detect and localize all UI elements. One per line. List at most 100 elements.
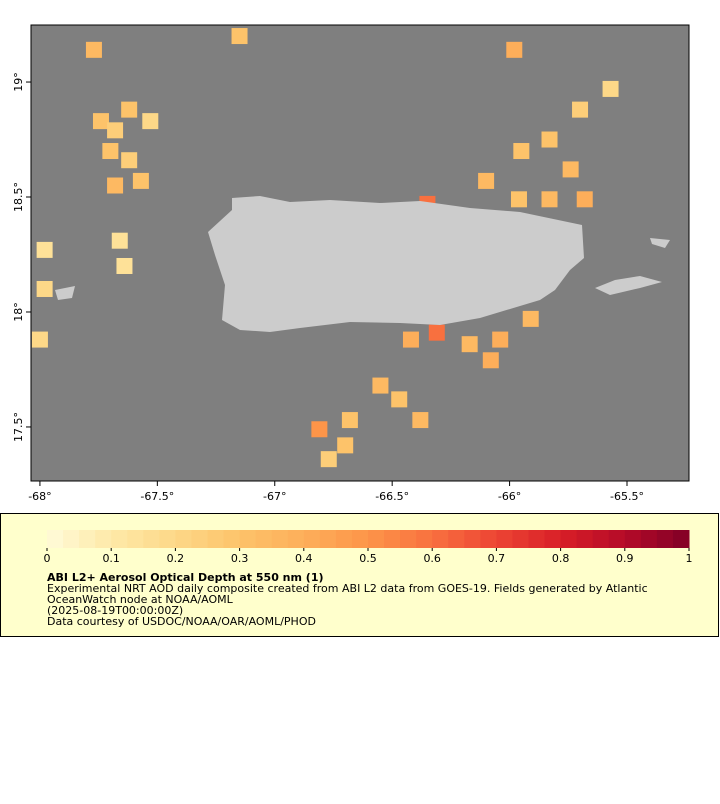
- colorbar-step: [592, 530, 610, 548]
- colorbar-step: [432, 530, 449, 548]
- x-tick-label: -67°: [263, 490, 286, 503]
- aod-cell: [231, 28, 248, 45]
- colorbar-step: [640, 530, 658, 548]
- aod-cell: [461, 336, 478, 353]
- land: [55, 196, 670, 332]
- colorbar-step: [480, 530, 497, 548]
- caption-line: OceanWatch node at NOAA/AOML: [47, 593, 234, 606]
- aod-cell: [510, 191, 527, 208]
- aod-cell: [402, 331, 419, 348]
- colorbar-step: [239, 530, 257, 548]
- aod-cell: [107, 177, 124, 194]
- colorbar-tick-label: 0.4: [295, 552, 313, 565]
- aod-cell: [572, 101, 589, 118]
- colorbar-step: [63, 530, 80, 548]
- colorbar-tick-label: 0.9: [616, 552, 634, 565]
- x-tick-label: -66°: [498, 490, 521, 503]
- colorbar-step: [47, 530, 64, 548]
- colorbar-step: [576, 530, 594, 548]
- aod-cell: [428, 324, 445, 341]
- puerto-rico: [208, 196, 584, 332]
- aod-cell: [541, 131, 558, 148]
- aod-cell: [602, 80, 619, 97]
- map-frame: [30, 24, 690, 482]
- colorbar-step: [271, 530, 289, 548]
- colorbar-step: [496, 530, 513, 548]
- colorbar-tick-label: 0.7: [488, 552, 506, 565]
- colorbar-tick-label: 0.6: [423, 552, 441, 565]
- colorbar-step: [448, 530, 465, 548]
- x-tick-label: -68°: [28, 490, 51, 503]
- colorbar-step: [528, 530, 546, 548]
- aod-cell: [541, 191, 558, 208]
- colorbar-step: [624, 530, 642, 548]
- caption-line: (2025-08-19T00:00:00Z): [47, 604, 183, 617]
- colorbar-tick-label: 0.8: [552, 552, 570, 565]
- aod-cell: [412, 412, 429, 429]
- aod-cell: [311, 421, 328, 438]
- colorbar-step: [223, 530, 241, 548]
- aod-cell: [121, 101, 138, 118]
- aod-cell: [506, 41, 523, 58]
- colorbar-step: [175, 530, 192, 548]
- colorbar-step: [95, 530, 112, 548]
- x-tick-label: -65.5°: [610, 490, 644, 503]
- y-tick-label: 18.5°: [12, 182, 25, 212]
- x-tick-label: -66.5°: [375, 490, 409, 503]
- colorbar-step: [512, 530, 529, 548]
- colorbar-tick-label: 0.2: [167, 552, 185, 565]
- colorbar-step: [351, 530, 369, 548]
- aod-cell: [513, 143, 530, 160]
- colorbar-step: [416, 530, 433, 548]
- aod-cell: [31, 331, 48, 348]
- aod-cell: [320, 451, 337, 468]
- aod-cell: [142, 113, 159, 130]
- colorbar-step: [319, 530, 337, 548]
- colorbar-step: [464, 530, 481, 548]
- colorbar-step: [400, 530, 417, 548]
- aod-cell: [111, 232, 128, 249]
- colorbar-step: [544, 530, 562, 548]
- aod-cell: [36, 241, 53, 258]
- colorbar-step: [191, 530, 208, 548]
- colorbar-step: [672, 530, 690, 548]
- culebra: [650, 238, 670, 248]
- colorbar-step: [79, 530, 96, 548]
- colorbar-step: [335, 530, 353, 548]
- aod-cell: [102, 143, 119, 160]
- aod-cell: [132, 172, 149, 189]
- colorbar-step: [303, 530, 321, 548]
- colorbar-step: [159, 530, 176, 548]
- aod-cell: [391, 391, 408, 408]
- vieques: [595, 276, 662, 295]
- colorbar-tick-label: 0.3: [231, 552, 249, 565]
- y-tick-label: 18°: [12, 302, 25, 322]
- aod-cell: [121, 152, 138, 169]
- colorbar-step: [656, 530, 674, 548]
- colorbar-step: [287, 530, 305, 548]
- colorbar-tick-label: 0.5: [359, 552, 377, 565]
- caption-line: Data courtesy of USDOC/NOAA/OAR/AOML/PHO…: [47, 615, 316, 628]
- colorbar-tick-label: 0.1: [102, 552, 120, 565]
- aod-cell: [372, 377, 389, 394]
- colorbar-step: [368, 530, 385, 548]
- colorbar: 0 0.1 0.2 0.3 0.4 0.5 0.6 0.7 0.8 0.9 1: [44, 530, 693, 565]
- aod-cell: [492, 331, 509, 348]
- colorbar-tick-label: 1: [686, 552, 693, 565]
- colorbar-step: [255, 530, 273, 548]
- axes: -68° -67.5° -67° -66.5° -66° -65.5° 17.5° 18° 18…: [12, 72, 644, 503]
- y-tick-label: 19°: [12, 72, 25, 92]
- aod-cell: [522, 310, 539, 327]
- aod-cell: [562, 161, 579, 178]
- aod-cell: [337, 437, 354, 454]
- aod-cell: [576, 191, 593, 208]
- aod-cell: [36, 280, 53, 297]
- colorbar-tick-label: 0: [44, 552, 51, 565]
- mona: [55, 286, 75, 300]
- aod-cell: [341, 412, 358, 429]
- colorbar-step: [384, 530, 401, 548]
- aod-cell: [92, 113, 109, 130]
- aod-cell: [482, 352, 499, 369]
- colorbar-step: [127, 530, 144, 548]
